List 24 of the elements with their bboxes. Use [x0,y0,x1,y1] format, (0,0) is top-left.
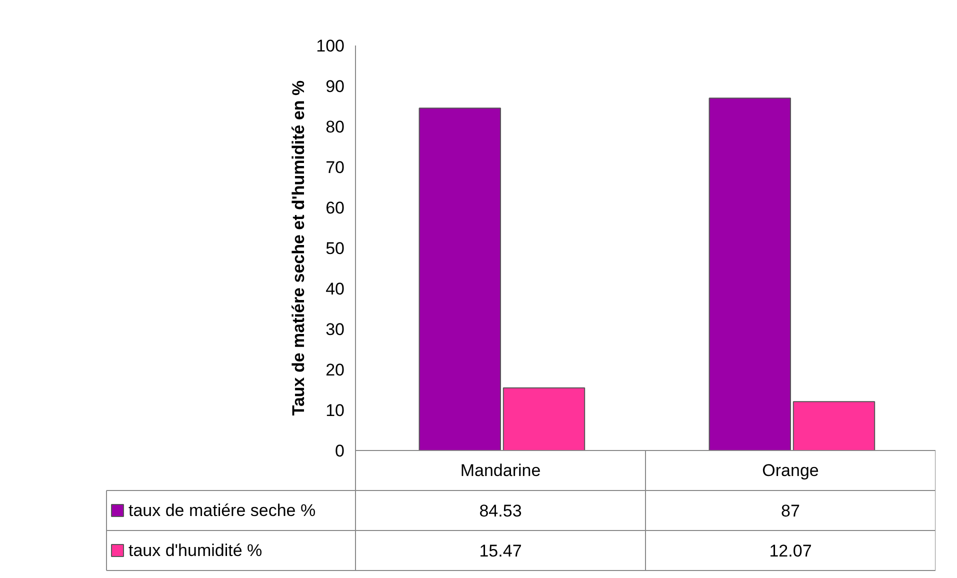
y-tick-label: 20 [326,360,345,380]
data-label: 87 [781,502,800,520]
bar [418,108,501,451]
y-axis-title: Taux de matiére seche et d'humidité en % [289,80,308,416]
y-tick-label: 30 [326,320,345,339]
y-tick-label: 80 [326,118,345,136]
x-tick-label: Orange [762,461,819,480]
y-tick-label: 100 [316,36,345,56]
data-label: 15.47 [479,542,522,560]
legend-label: taux de matiére seche % [128,501,316,520]
bar [502,387,586,451]
bar [708,98,791,451]
y-tick-label: 0 [335,442,345,460]
y-tick-label: 40 [326,280,345,298]
y-tick-label: 90 [326,77,345,96]
y-tick-label: 50 [326,239,345,258]
x-tick-label: Mandarine [460,461,541,480]
data-label: 84.53 [479,502,522,520]
data-label: 12.07 [769,542,812,560]
legend-label: taux d'humidité % [128,541,262,560]
bar [792,401,876,451]
y-tick-label: 60 [326,198,345,218]
y-tick-label: 70 [326,158,345,177]
y-tick-label: 10 [326,401,345,420]
